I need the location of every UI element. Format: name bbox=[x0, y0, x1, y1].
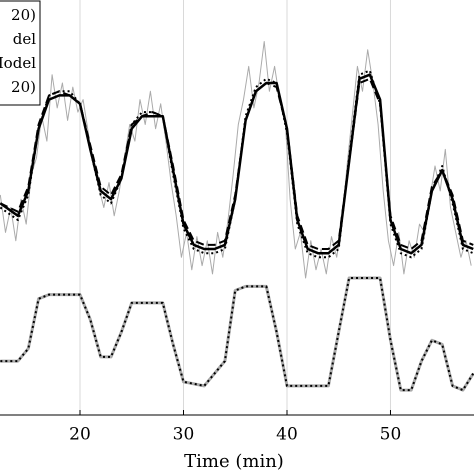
marks bbox=[0, 41, 474, 392]
legend-label: del bbox=[13, 30, 36, 48]
legend-label: Model bbox=[0, 54, 36, 72]
x-tick-label: 50 bbox=[380, 425, 402, 445]
series-line bbox=[0, 41, 472, 279]
legend-label: 20) bbox=[11, 78, 36, 96]
series-line bbox=[0, 73, 474, 255]
legend-label: 20) bbox=[11, 6, 36, 24]
series-line bbox=[0, 277, 474, 392]
x-tick-label: 30 bbox=[173, 425, 195, 445]
x-tick-label: 20 bbox=[69, 425, 91, 445]
x-tick-label: 40 bbox=[276, 425, 298, 445]
plot-area bbox=[0, 0, 474, 415]
legend bbox=[0, 0, 41, 106]
x-axis-label: Time (min) bbox=[184, 451, 284, 472]
